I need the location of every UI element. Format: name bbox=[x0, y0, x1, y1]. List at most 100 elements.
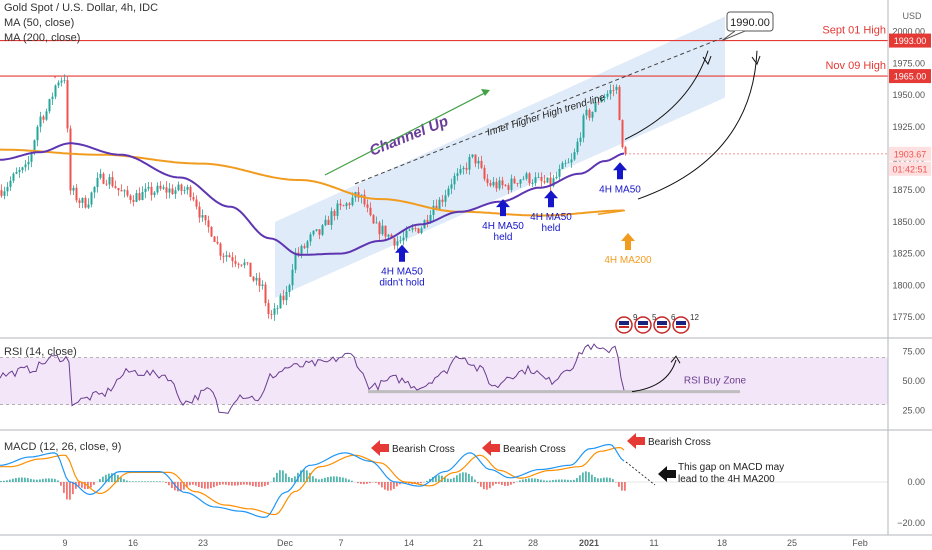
candle-body bbox=[327, 219, 330, 225]
candle-body bbox=[27, 161, 30, 165]
price-tick: 1800.00 bbox=[892, 280, 925, 290]
candle-body bbox=[30, 153, 33, 162]
candle-body bbox=[84, 197, 87, 208]
event-flag-stripe bbox=[676, 321, 686, 325]
candle-body bbox=[306, 241, 309, 248]
candle-body bbox=[468, 156, 471, 170]
macd-histogram-bar bbox=[252, 482, 254, 487]
macd-histogram-bar bbox=[138, 481, 140, 482]
candle-body bbox=[600, 98, 603, 103]
candle-body bbox=[546, 177, 549, 183]
candle-body bbox=[459, 169, 462, 174]
candle-body bbox=[489, 183, 492, 186]
candle-body bbox=[606, 93, 609, 97]
macd-histogram-bar bbox=[276, 472, 278, 482]
candle-body bbox=[495, 181, 498, 189]
macd-histogram-bar bbox=[432, 476, 434, 482]
candle-body bbox=[426, 220, 429, 222]
macd-histogram-bar bbox=[222, 482, 224, 485]
candle-body bbox=[609, 89, 612, 94]
price-tick: 1950.00 bbox=[892, 90, 925, 100]
candle-body bbox=[24, 164, 27, 168]
candle-body bbox=[6, 186, 9, 192]
macd-histogram-bar bbox=[51, 478, 53, 482]
candle-body bbox=[189, 186, 192, 198]
candle-body bbox=[534, 177, 537, 184]
candle-body bbox=[93, 187, 96, 193]
macd-histogram-bar bbox=[360, 482, 362, 484]
ma50-mark-label: 4H MA50 bbox=[381, 267, 423, 278]
candle-body bbox=[561, 163, 564, 169]
candle-body bbox=[15, 171, 18, 174]
ma50-mark-label: held bbox=[542, 223, 561, 234]
macd-histogram-bar bbox=[483, 482, 485, 490]
candle-body bbox=[9, 180, 12, 187]
candle-body bbox=[258, 277, 261, 286]
candle-body bbox=[129, 195, 132, 200]
macd-histogram-bar bbox=[72, 482, 74, 495]
macd-histogram-bar bbox=[348, 479, 350, 482]
macd-histogram-bar bbox=[324, 477, 326, 482]
macd-histogram-bar bbox=[33, 479, 35, 482]
rsi-tick: 50.00 bbox=[902, 376, 925, 386]
candle-body bbox=[138, 193, 141, 201]
price-label-box bbox=[889, 33, 931, 48]
macd-tick: 0.00 bbox=[907, 477, 925, 487]
macd-histogram-bar bbox=[342, 477, 344, 482]
price-label-box bbox=[889, 146, 931, 161]
macd-histogram-bar bbox=[510, 482, 512, 485]
ma50-legend[interactable]: MA (50, close) bbox=[4, 17, 75, 29]
macd-histogram-bar bbox=[399, 482, 401, 485]
candle-body bbox=[411, 227, 414, 230]
event-count: 5 bbox=[652, 313, 657, 322]
price-tick: 1875.00 bbox=[892, 185, 925, 195]
target-callout: 1990.00 bbox=[721, 11, 774, 42]
time-tick: 21 bbox=[473, 538, 483, 548]
macd-histogram-bar bbox=[408, 482, 410, 484]
macd-histogram-bar bbox=[246, 482, 248, 485]
macd-histogram-bar bbox=[177, 482, 179, 492]
macd-histogram-bar bbox=[66, 482, 68, 500]
macd-histogram-bar bbox=[12, 478, 14, 482]
macd-histogram-bar bbox=[438, 475, 440, 482]
candle-body bbox=[18, 170, 21, 172]
ma50-mark-label: didn't hold bbox=[379, 278, 424, 289]
macd-histogram-bar bbox=[444, 477, 446, 482]
price-label: 01:42:51 bbox=[892, 164, 927, 174]
macd-histogram-bar bbox=[75, 482, 77, 489]
time-tick: 11 bbox=[649, 538, 658, 548]
macd-histogram-bar bbox=[234, 482, 236, 486]
macd-histogram-bar bbox=[522, 479, 524, 482]
macd-histogram-bar bbox=[309, 472, 311, 482]
candle-body bbox=[237, 263, 240, 265]
currency-label: USD bbox=[902, 11, 922, 21]
candle-body bbox=[384, 225, 387, 237]
ma200-legend[interactable]: MA (200, close) bbox=[4, 32, 81, 44]
macd-legend[interactable]: MACD (12, 26, close, 9) bbox=[4, 441, 122, 453]
time-tick: 28 bbox=[528, 538, 538, 548]
candle-body bbox=[414, 227, 417, 229]
price-tick: 1850.00 bbox=[892, 217, 925, 227]
price-axis[interactable]: USD1775.001800.001825.001850.001875.0019… bbox=[62, 11, 931, 548]
bearish-cross-arrow bbox=[482, 440, 500, 456]
candle-body bbox=[342, 205, 345, 207]
candle-body bbox=[294, 252, 297, 270]
candle-body bbox=[201, 215, 204, 218]
candle-body bbox=[525, 173, 528, 179]
candle-body bbox=[597, 102, 600, 103]
candle-body bbox=[135, 193, 138, 202]
candle-body bbox=[318, 229, 321, 235]
candle-body bbox=[429, 214, 432, 222]
macd-histogram-bar bbox=[300, 470, 302, 482]
macd-histogram-bar bbox=[420, 482, 422, 484]
candle-body bbox=[303, 246, 306, 248]
macd-histogram-bar bbox=[192, 482, 194, 485]
macd-histogram-bar bbox=[216, 482, 218, 486]
macd-histogram-bar bbox=[480, 482, 482, 487]
macd-line bbox=[0, 443, 625, 519]
candle-body bbox=[312, 230, 315, 235]
rsi-legend[interactable]: RSI (14, close) bbox=[4, 346, 77, 358]
macd-histogram-bar bbox=[387, 482, 389, 491]
candle-body bbox=[393, 238, 396, 246]
macd-histogram-bar bbox=[114, 473, 116, 482]
